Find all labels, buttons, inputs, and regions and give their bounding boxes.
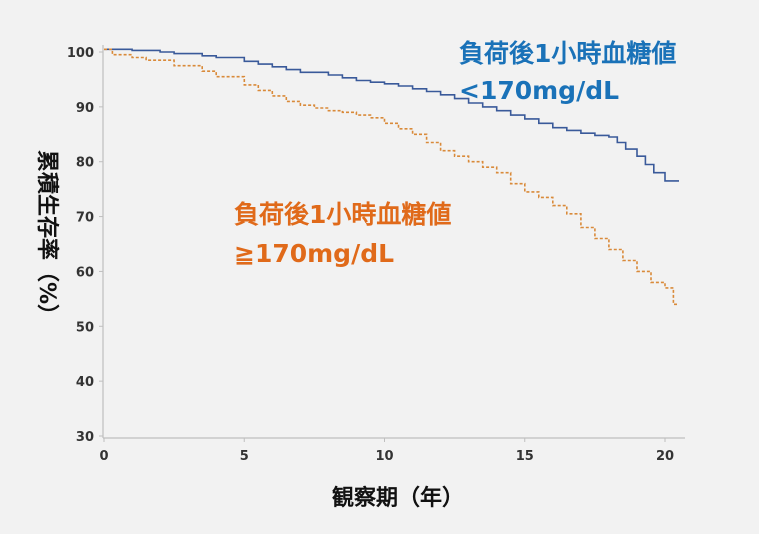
x-tick-label: 20: [656, 449, 674, 464]
series-label-blue-line1: 負荷後1小時血糖値: [459, 39, 676, 68]
series-line-lt170: [104, 48, 679, 182]
y-tick-label: 60: [76, 265, 94, 280]
x-tick-label: 15: [516, 449, 534, 464]
series-lines: [104, 48, 679, 306]
x-axis-label: 観察期（年）: [332, 485, 464, 511]
x-tick-label: 0: [99, 449, 108, 464]
axes: [102, 45, 685, 439]
x-ticks: 0 5 10 15 20: [99, 438, 674, 464]
y-tick-label: 70: [76, 211, 94, 226]
y-axis-label: 累積生存率（%）: [34, 150, 60, 326]
y-tick-label: 30: [76, 430, 94, 445]
y-tick-label: 50: [76, 320, 94, 335]
y-ticks: 30 40 50 60 70 80 90 100: [67, 46, 103, 445]
y-tick-label: 100: [67, 46, 94, 61]
series-label-blue-line2: <170mg/dL: [459, 76, 619, 105]
x-tick-label: 5: [240, 449, 249, 464]
series-line-ge170: [104, 48, 679, 306]
series-label-orange-line2: ≧170mg/dL: [234, 239, 394, 268]
y-tick-label: 80: [76, 156, 94, 171]
y-tick-label: 90: [76, 101, 94, 116]
x-tick-label: 10: [375, 449, 393, 464]
y-tick-label: 40: [76, 375, 94, 390]
series-label-orange-line1: 負荷後1小時血糖値: [234, 200, 451, 229]
